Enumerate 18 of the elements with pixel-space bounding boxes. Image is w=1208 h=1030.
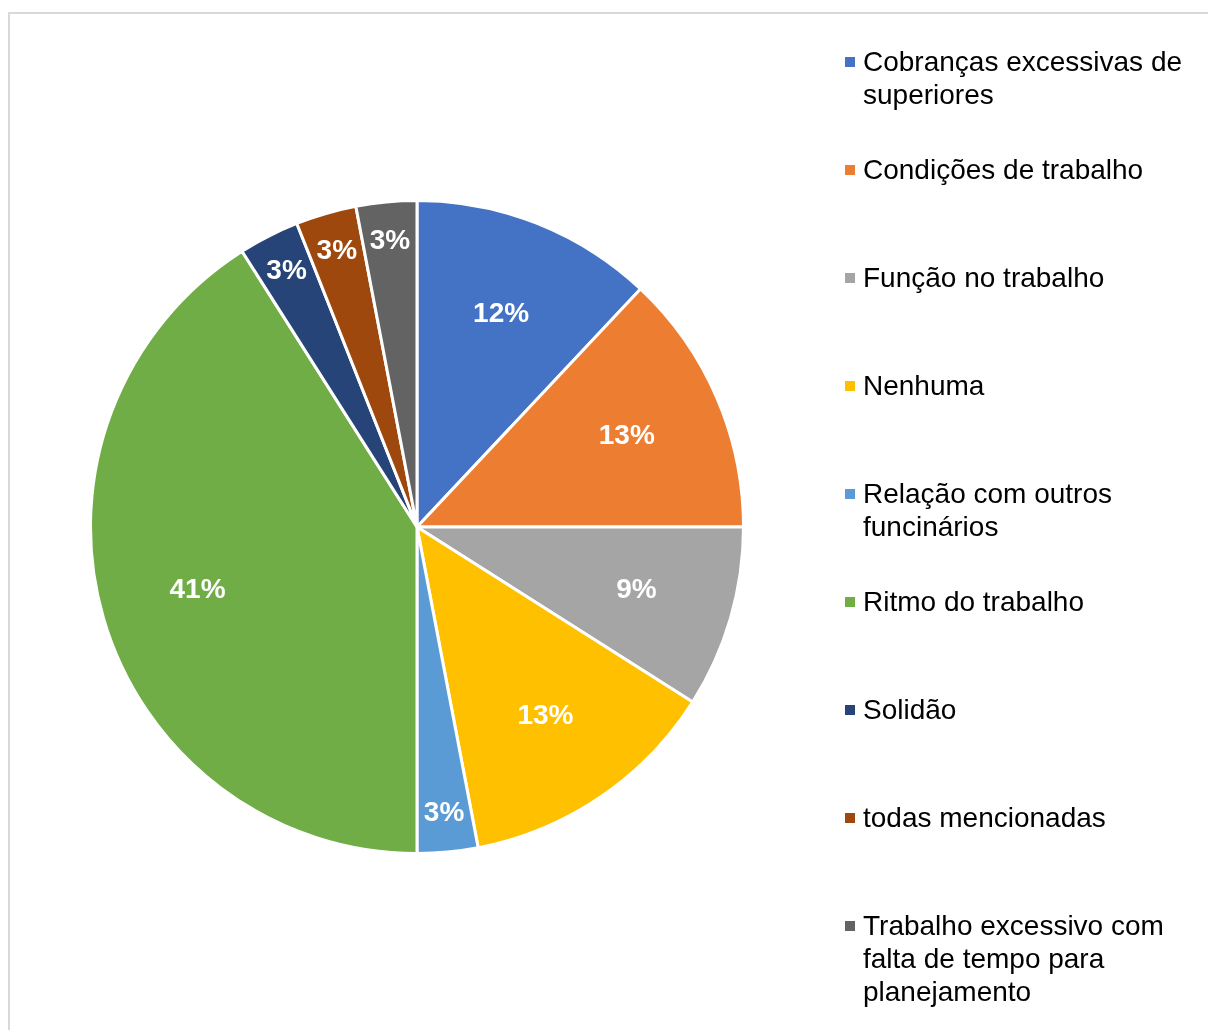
legend-label: Solidão [863,694,957,725]
data-label: 13% [598,418,655,450]
legend-label: Nenhuma [863,370,985,401]
data-label: 3% [369,223,411,255]
data-label: 3% [316,233,358,265]
legend-label: todas mencionadas [863,802,1106,833]
legend-label: Condições de trabalho [863,154,1144,185]
data-label: 41% [169,573,226,605]
data-label: 13% [517,698,574,730]
legend-label: Função no trabalho [863,262,1105,293]
data-label: 3% [423,795,465,827]
data-label: 9% [616,573,657,605]
legend-label: Trabalho excessivo com falta de tempo para planejamento [863,910,1164,1007]
legend-label: Ritmo do trabalho [863,586,1085,617]
data-label: 12% [473,297,530,329]
data-label: 3% [266,253,307,285]
legend-label: Relação com outros funcinários [863,478,1113,542]
legend-label: Cobranças excessivas de superiores [863,46,1183,110]
